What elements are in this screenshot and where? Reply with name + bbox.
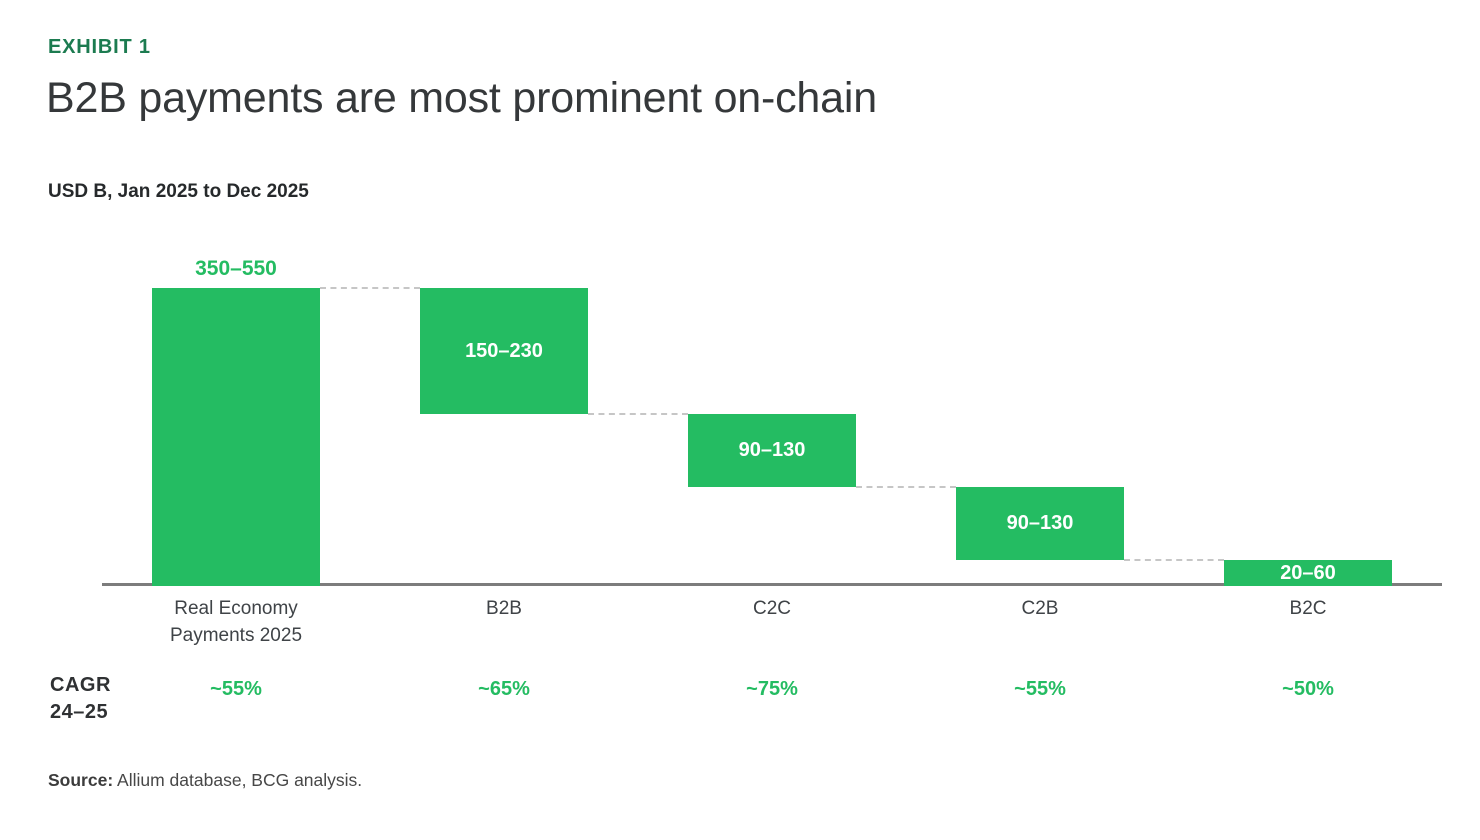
cagr-value-b2b: ~65% <box>478 678 530 700</box>
category-label-c2c: C2C <box>752 598 791 619</box>
cagr-values-row: ~55% ~65% ~75% ~55% ~50% <box>102 678 1442 701</box>
cagr-value-c2b: ~55% <box>1014 678 1066 700</box>
category-label-c2b: C2B <box>1021 598 1059 619</box>
bar-value-label: 20–60 <box>1280 561 1336 584</box>
waterfall-connector <box>320 287 420 289</box>
bar-c2c: 90–130 <box>688 413 856 487</box>
category-label-real-economy-payments-2025: Real Economy Payments 2025 <box>169 598 303 646</box>
category-label-b2c: B2C <box>1289 598 1327 619</box>
waterfall-connector <box>588 412 688 415</box>
cagr-value-c2c: ~75% <box>746 678 798 700</box>
page-title: B2B payments are most prominent on-chain <box>46 74 877 122</box>
source-text: Allium database, BCG analysis. <box>113 770 363 790</box>
chart-subtitle: USD B, Jan 2025 to Dec 2025 <box>48 181 309 202</box>
source-prefix: Source: <box>48 770 114 790</box>
category-labels-row: Real Economy Payments 2025 B2B C2C C2B B2C <box>102 596 1442 649</box>
bar-value-label: 150–230 <box>465 339 543 362</box>
cagr-row-label: CAGR 24–25 <box>50 674 111 723</box>
waterfall-connector <box>856 485 956 488</box>
bar-value-label: 90–130 <box>1006 512 1074 535</box>
bar-real-economy-payments-2025 <box>152 288 320 586</box>
bar-b2c: 20–60 <box>1224 559 1392 586</box>
waterfall-connector <box>1124 558 1224 561</box>
plot-area: 350–550 150–230 90–130 90–130 20–60 <box>102 258 1442 586</box>
bar-c2b: 90–130 <box>956 486 1124 560</box>
exhibit-label: EXHIBIT 1 <box>48 36 151 58</box>
cagr-value-b2c: ~50% <box>1282 678 1334 700</box>
bar-value-label: 90–130 <box>738 439 806 462</box>
bar-value-label: 350–550 <box>195 257 277 280</box>
bar-b2b: 150–230 <box>420 288 588 414</box>
cagr-value-real-economy-payments-2025: ~55% <box>210 678 262 700</box>
category-label-b2b: B2B <box>486 598 522 619</box>
source-line: Source: Allium database, BCG analysis. <box>48 770 362 791</box>
